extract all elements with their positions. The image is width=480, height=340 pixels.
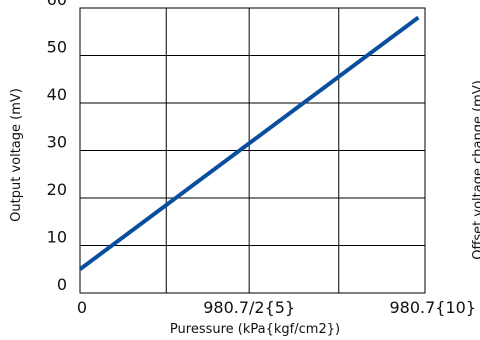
x-axis-title: Puressure (kPa{kgf/cm2}) <box>170 322 340 337</box>
x-tick-label: 980.7/2{5} <box>203 298 295 317</box>
y-tick-label: 0 <box>57 275 67 294</box>
grid-lines <box>80 8 425 293</box>
y-tick-label: 40 <box>47 85 67 104</box>
y-tick-label: 30 <box>47 133 67 152</box>
y-tick-label: 10 <box>47 228 67 247</box>
series-line <box>78 15 420 271</box>
plot-frame <box>79 7 426 294</box>
y-tick-label: 60 <box>47 0 67 9</box>
x-tick-label: 980.7{10} <box>389 298 476 317</box>
y-tick-label: 20 <box>47 180 67 199</box>
y-axis-title: Output voltage (mV) <box>9 88 24 222</box>
y-tick-label: 50 <box>47 38 67 57</box>
x-tick-label: 0 <box>77 298 87 317</box>
data-lines <box>78 15 420 271</box>
secondary-axis-title-clipped: Offset voltage change (mV) <box>471 80 480 260</box>
y-tick-labels: 0 10 20 30 40 50 60 <box>47 0 67 294</box>
x-tick-labels: 0 980.7/2{5} 980.7{10} <box>77 298 476 317</box>
